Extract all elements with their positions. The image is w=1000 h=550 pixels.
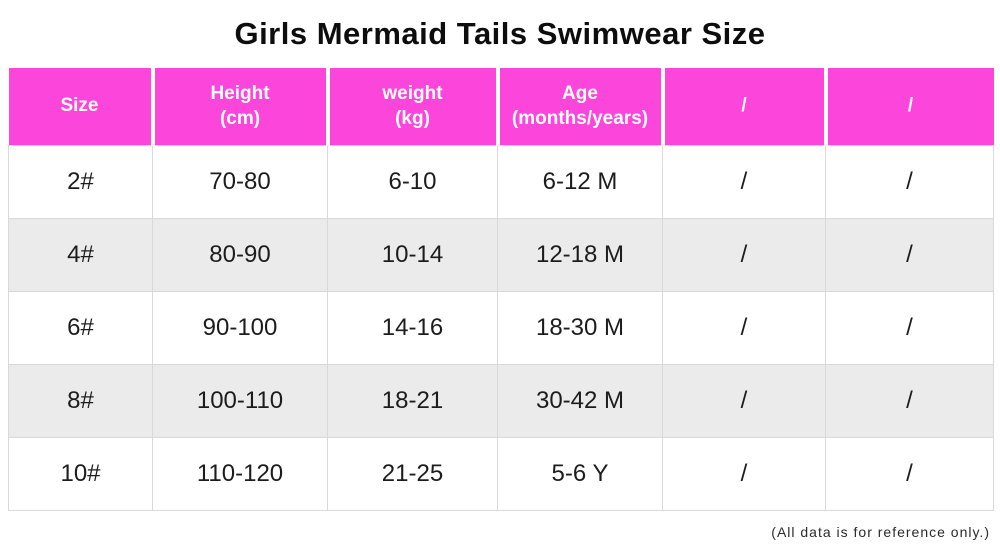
cell-slash: / bbox=[825, 436, 994, 511]
column-header-size: Size bbox=[8, 68, 153, 145]
page-title: Girls Mermaid Tails Swimwear Size bbox=[234, 16, 766, 51]
cell-slash: / bbox=[662, 290, 826, 365]
column-header-height: Height (cm) bbox=[150, 68, 328, 145]
cell-height: 70-80 bbox=[152, 144, 328, 219]
column-header-weight: weight (kg) bbox=[325, 68, 498, 145]
table-header: Size Height (cm) weight (kg) Age (months… bbox=[8, 68, 994, 145]
cell-size: 2# bbox=[8, 144, 153, 219]
cell-slash: / bbox=[825, 144, 994, 219]
cell-slash: / bbox=[662, 436, 826, 511]
table-row: 8# 100-110 18-21 30-42 M / / bbox=[8, 363, 994, 438]
cell-age: 18-30 M bbox=[497, 290, 663, 365]
table-body: 2# 70-80 6-10 6-12 M / / 4# 80-90 10-14 … bbox=[8, 144, 994, 511]
footer-note: (All data is for reference only.) bbox=[771, 524, 990, 540]
cell-height: 80-90 bbox=[152, 217, 328, 292]
cell-slash: / bbox=[662, 363, 826, 438]
cell-age: 30-42 M bbox=[497, 363, 663, 438]
cell-height: 100-110 bbox=[152, 363, 328, 438]
column-header-age: Age (months/years) bbox=[495, 68, 663, 145]
cell-size: 4# bbox=[8, 217, 153, 292]
cell-age: 5-6 Y bbox=[497, 436, 663, 511]
cell-weight: 10-14 bbox=[327, 217, 498, 292]
cell-height: 90-100 bbox=[152, 290, 328, 365]
header-row: Size Height (cm) weight (kg) Age (months… bbox=[8, 68, 994, 145]
table-row: 6# 90-100 14-16 18-30 M / / bbox=[8, 290, 994, 365]
column-header-slash-2: / bbox=[823, 68, 994, 145]
cell-size: 8# bbox=[8, 363, 153, 438]
cell-slash: / bbox=[662, 217, 826, 292]
cell-slash: / bbox=[825, 217, 994, 292]
cell-height: 110-120 bbox=[152, 436, 328, 511]
cell-slash: / bbox=[825, 363, 994, 438]
table-row: 10# 110-120 21-25 5-6 Y / / bbox=[8, 436, 994, 511]
cell-age: 6-12 M bbox=[497, 144, 663, 219]
table-row: 4# 80-90 10-14 12-18 M / / bbox=[8, 217, 994, 292]
cell-size: 10# bbox=[8, 436, 153, 511]
cell-size: 6# bbox=[8, 290, 153, 365]
column-header-slash-1: / bbox=[660, 68, 826, 145]
cell-slash: / bbox=[662, 144, 826, 219]
cell-slash: / bbox=[825, 290, 994, 365]
cell-weight: 21-25 bbox=[327, 436, 498, 511]
size-chart-table: Size Height (cm) weight (kg) Age (months… bbox=[8, 68, 994, 511]
table-row: 2# 70-80 6-10 6-12 M / / bbox=[8, 144, 994, 219]
cell-weight: 6-10 bbox=[327, 144, 498, 219]
cell-weight: 18-21 bbox=[327, 363, 498, 438]
cell-age: 12-18 M bbox=[497, 217, 663, 292]
cell-weight: 14-16 bbox=[327, 290, 498, 365]
